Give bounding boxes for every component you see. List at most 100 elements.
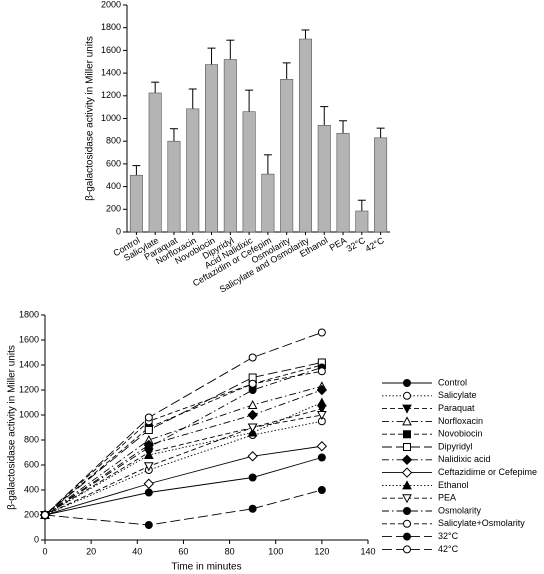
data-point — [248, 473, 257, 482]
legend-marker — [402, 404, 412, 414]
data-point — [144, 521, 153, 529]
bar — [129, 174, 143, 233]
data-point — [144, 426, 153, 434]
x-tick-label: 0 — [42, 546, 47, 556]
y-tick-label: 0 — [116, 226, 121, 236]
legend-marker — [403, 507, 411, 515]
y-tick-label: 1400 — [101, 67, 121, 77]
legend-label: Osmolarity — [438, 505, 482, 515]
legend-marker — [403, 545, 411, 554]
legend-label: Salicylate — [438, 390, 477, 400]
x-tick-label: 100 — [268, 546, 283, 556]
x-tick-label: 20 — [86, 546, 96, 556]
data-point — [316, 384, 328, 396]
legend-label: Nalidixic acid — [438, 454, 491, 464]
bar — [205, 64, 219, 233]
y-tick-label: 800 — [24, 434, 39, 444]
x-tick-label: 120 — [314, 546, 329, 556]
series-line — [44, 370, 322, 516]
data-point — [317, 328, 326, 337]
x-tick-label: 60 — [178, 546, 188, 556]
legend-marker — [402, 494, 412, 504]
x-tick-label: 40 — [132, 546, 142, 556]
legend-label: 32°C — [438, 531, 459, 541]
bar — [317, 125, 331, 233]
series-line — [44, 414, 322, 516]
legend-marker — [401, 454, 413, 466]
legend-marker — [403, 532, 411, 541]
legend-label: Paraquat — [438, 403, 475, 413]
legend-label: Dipyridyl — [438, 441, 473, 451]
data-point — [248, 373, 257, 382]
y-tick-label: 200 — [106, 204, 121, 214]
data-point — [248, 353, 257, 362]
bar — [355, 210, 369, 233]
data-point — [317, 486, 326, 494]
bar — [167, 140, 181, 233]
data-point — [247, 399, 258, 409]
legend-label: 42°C — [438, 544, 459, 554]
y-tick-label: 200 — [24, 509, 39, 519]
data-point — [248, 504, 257, 513]
x-tick-label: 42°C — [363, 235, 386, 254]
data-point — [143, 449, 154, 459]
data-point — [317, 397, 327, 407]
legend-label: Ceftazidime or Cefepime — [438, 467, 537, 477]
y-axis-label: β-galactosidase activity in Miller units — [7, 345, 18, 510]
y-tick-label: 1600 — [19, 334, 39, 344]
legend-label: Control — [438, 377, 467, 387]
series-line — [44, 385, 322, 516]
legend-marker — [403, 430, 411, 439]
y-tick-label: 1600 — [101, 45, 121, 55]
data-point — [316, 441, 328, 452]
bar — [280, 79, 294, 233]
series-line — [44, 367, 322, 516]
x-tick-label: 80 — [225, 546, 235, 556]
series-line — [44, 489, 322, 526]
data-point — [144, 443, 153, 452]
y-tick-label: 600 — [24, 459, 39, 469]
series-line — [44, 457, 322, 516]
data-point — [41, 511, 49, 519]
x-axis-label: Time in minutes — [171, 562, 241, 573]
legend-marker — [403, 519, 411, 528]
y-axis-label: β-galactosidase activity in Miller units — [85, 36, 96, 201]
legend-marker — [403, 391, 411, 400]
bar — [298, 38, 312, 233]
y-tick-label: 800 — [106, 136, 121, 146]
y-tick-label: 1400 — [19, 359, 39, 369]
y-tick-label: 1800 — [101, 22, 121, 32]
legend-marker — [403, 443, 411, 451]
data-point — [248, 379, 257, 388]
legend-marker — [402, 416, 412, 426]
data-point — [143, 478, 155, 489]
y-tick-label: 2000 — [101, 0, 121, 9]
y-tick-label: 600 — [106, 158, 121, 168]
y-tick-label: 1200 — [101, 90, 121, 100]
bar — [261, 173, 275, 233]
series-line — [44, 332, 323, 516]
data-point — [247, 451, 258, 462]
bar — [336, 132, 350, 233]
data-point — [143, 462, 154, 472]
legend-label: Norfloxacin — [438, 416, 483, 426]
bar — [242, 111, 256, 233]
series-line — [44, 389, 323, 516]
data-point — [317, 453, 326, 462]
series-line — [44, 402, 323, 516]
y-tick-label: 0 — [34, 534, 39, 544]
series-line — [44, 420, 322, 516]
data-point — [317, 411, 327, 421]
bar — [223, 59, 237, 233]
series-line — [44, 408, 322, 516]
y-tick-label: 1000 — [101, 113, 121, 123]
legend-marker — [401, 467, 413, 478]
legend-label: PEA — [438, 493, 456, 503]
bar — [148, 92, 162, 233]
data-point — [144, 413, 153, 422]
y-tick-label: 1800 — [19, 309, 39, 319]
data-point — [317, 367, 326, 376]
y-tick-label: 1200 — [19, 384, 39, 394]
y-tick-label: 1000 — [19, 409, 39, 419]
